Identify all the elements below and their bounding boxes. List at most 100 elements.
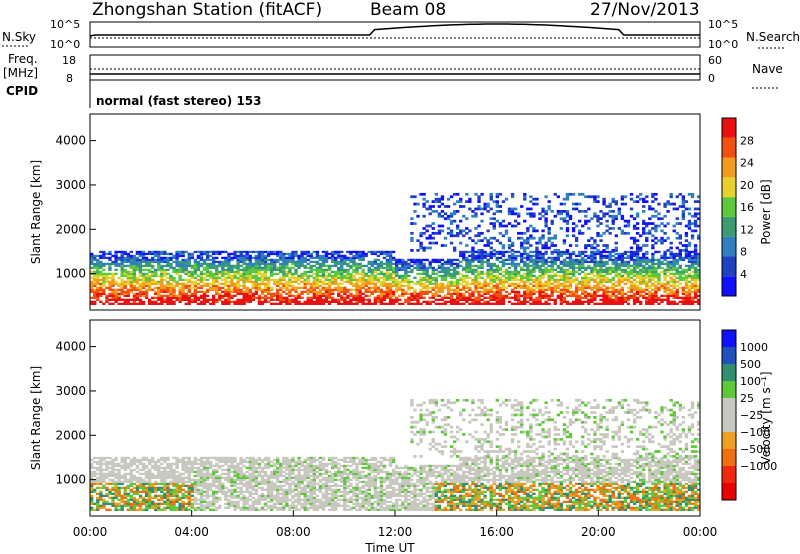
echo-cell	[279, 288, 283, 292]
echo-cell	[114, 298, 118, 301]
echo-cell	[334, 298, 338, 301]
echo-cell	[663, 262, 667, 266]
echo-cell	[138, 250, 143, 254]
echo-cell	[248, 266, 252, 270]
echo-cell	[657, 266, 661, 270]
echo-cell	[477, 282, 481, 286]
echo-cell	[541, 236, 545, 240]
echo-cell	[462, 286, 466, 290]
echo-cell	[657, 280, 661, 284]
echo-cell	[456, 266, 460, 270]
echo-cell	[642, 280, 646, 284]
echo-cell	[385, 284, 390, 288]
echo-cell	[483, 288, 487, 292]
echo-cell	[629, 288, 634, 292]
echo-cell	[147, 498, 152, 502]
echo-cell	[300, 276, 304, 280]
echo-cell	[681, 272, 686, 276]
echo-cell	[684, 284, 689, 288]
echo-cell	[254, 260, 259, 264]
echo-cell	[602, 262, 606, 266]
echo-cell	[196, 290, 201, 294]
echo-cell	[645, 298, 649, 301]
echo-cell	[123, 294, 127, 297]
echo-cell	[471, 298, 475, 301]
echo-cell	[678, 254, 682, 258]
echo-cell	[99, 460, 103, 464]
echo-cell	[449, 195, 454, 199]
echo-cell	[611, 262, 615, 266]
echo-cell	[544, 300, 548, 303]
echo-cell	[382, 290, 387, 294]
echo-cell	[327, 266, 332, 270]
echo-cell	[675, 290, 679, 294]
echo-cell	[163, 250, 167, 254]
echo-cell	[428, 262, 432, 266]
echo-cell	[367, 278, 371, 282]
echo-cell	[544, 260, 548, 264]
echo-cell	[151, 486, 155, 490]
echo-cell	[160, 268, 164, 272]
echo-cell	[474, 296, 478, 299]
echo-cell	[251, 284, 255, 288]
echo-cell	[160, 300, 164, 303]
echo-cell	[639, 276, 643, 280]
echo-cell	[260, 256, 265, 260]
echo-cell	[227, 252, 231, 256]
echo-cell	[568, 282, 573, 286]
echo-cell	[678, 256, 682, 260]
echo-cell	[529, 296, 533, 299]
echo-cell	[120, 480, 124, 484]
echo-cell	[562, 239, 567, 243]
echo-cell	[678, 266, 682, 270]
echo-cell	[693, 222, 698, 225]
echo-cell	[309, 298, 313, 301]
echo-cell	[678, 252, 682, 256]
echo-cell	[147, 490, 152, 494]
echo-cell	[645, 252, 649, 256]
echo-cell	[666, 282, 670, 286]
echo-cell	[599, 302, 603, 305]
echo-cell	[193, 292, 198, 296]
echo-cell	[574, 239, 579, 243]
echo-cell	[449, 274, 454, 278]
echo-cell	[276, 302, 280, 305]
echo-cell	[617, 258, 621, 262]
echo-cell	[459, 219, 463, 223]
echo-cell	[248, 258, 252, 262]
echo-cell	[245, 278, 249, 282]
echo-cell	[147, 274, 152, 278]
echo-cell	[437, 274, 442, 278]
echo-cell	[199, 256, 204, 260]
echo-cell	[660, 236, 664, 240]
echo-cell	[571, 234, 576, 238]
echo-cell	[355, 302, 359, 305]
echo-cell	[114, 482, 118, 486]
echo-cell	[696, 224, 701, 228]
echo-cell	[248, 292, 252, 296]
echo-cell	[254, 280, 259, 284]
echo-cell	[340, 278, 344, 282]
echo-cell	[678, 241, 682, 245]
echo-cell	[501, 262, 506, 266]
echo-cell	[639, 288, 643, 292]
echo-cell	[651, 258, 655, 262]
echo-cell	[593, 252, 597, 256]
echo-cell	[163, 300, 167, 303]
echo-cell	[96, 462, 100, 466]
echo-cell	[160, 472, 164, 476]
echo-cell	[117, 292, 121, 296]
echo-cell	[327, 278, 332, 282]
echo-cell	[425, 272, 429, 276]
echo-cell	[141, 258, 146, 262]
echo-cell	[395, 268, 399, 272]
echo-cell	[160, 274, 164, 278]
echo-cell	[300, 274, 304, 278]
echo-cell	[154, 258, 158, 262]
echo-cell	[678, 300, 682, 303]
echo-cell	[462, 302, 466, 305]
echo-cell	[129, 278, 133, 282]
echo-cell	[590, 258, 594, 262]
echo-cell	[510, 264, 515, 268]
echo-cell	[672, 278, 676, 282]
